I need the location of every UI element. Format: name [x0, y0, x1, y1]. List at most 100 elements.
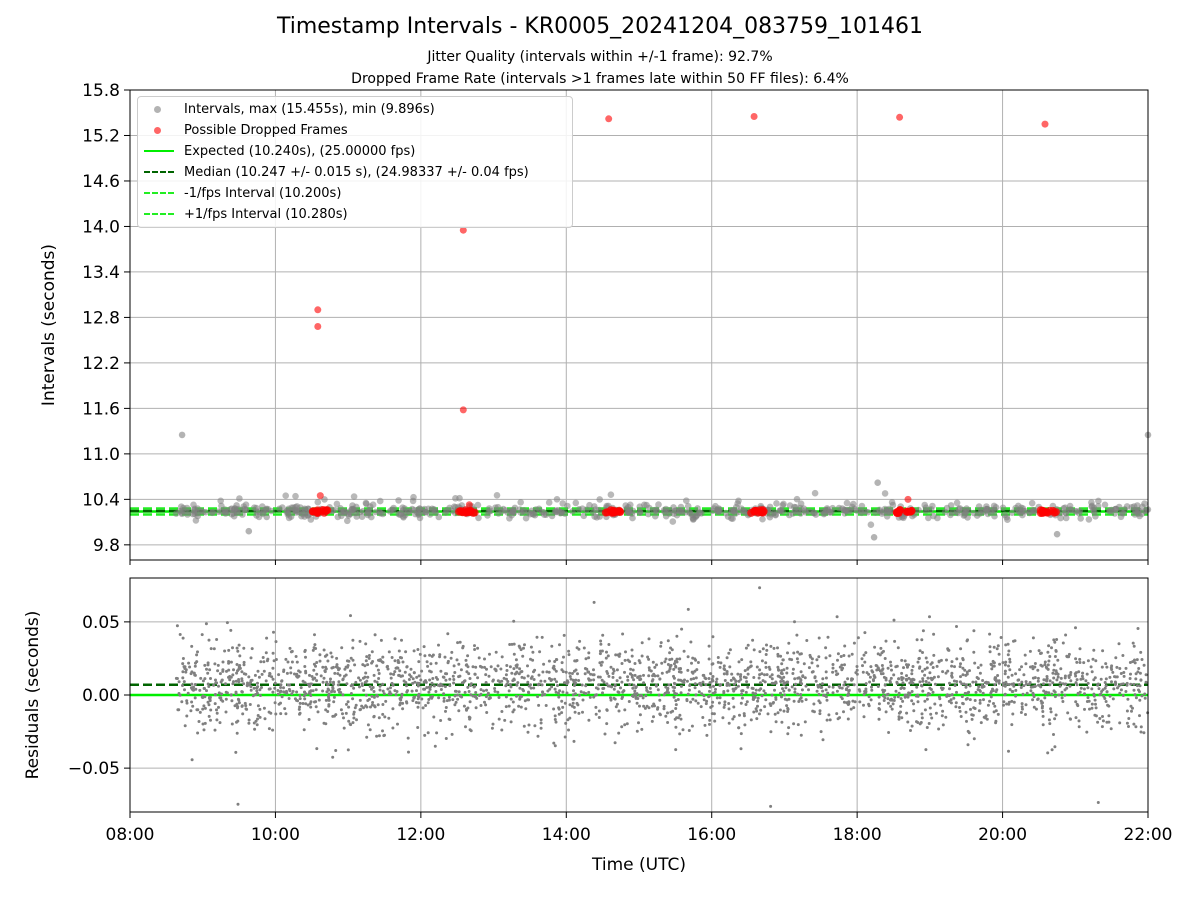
interval-point: [1062, 514, 1070, 522]
residual-point: [229, 628, 233, 632]
residual-point: [783, 693, 787, 697]
residual-point: [206, 700, 210, 704]
residual-point: [532, 686, 536, 690]
residual-point: [376, 668, 380, 672]
residual-point: [416, 648, 420, 651]
residual-point: [353, 706, 357, 710]
residual-point: [520, 670, 524, 673]
residual-point: [183, 724, 187, 728]
residual-point: [1023, 653, 1027, 657]
residual-point: [345, 702, 348, 706]
interval-point: [953, 508, 961, 516]
residual-point: [959, 715, 963, 718]
residual-point: [940, 688, 944, 691]
residual-point: [553, 744, 557, 748]
residual-point: [654, 684, 658, 688]
residual-point: [897, 717, 901, 721]
residual-point: [397, 649, 401, 653]
residual-point: [544, 704, 548, 707]
residual-point: [944, 715, 948, 719]
residual-point: [1010, 723, 1014, 727]
residual-point: [510, 642, 514, 646]
interval-point: [239, 511, 246, 518]
residual-point: [1043, 696, 1047, 700]
residual-point: [587, 718, 591, 722]
residual-point: [493, 689, 497, 693]
residual-point: [815, 689, 819, 693]
interval-point: [580, 512, 588, 520]
residual-point: [428, 653, 432, 657]
residual-point: [774, 681, 778, 685]
residual-point: [1118, 721, 1122, 725]
interval-point: [292, 503, 299, 511]
residual-point: [623, 670, 626, 674]
residual-point: [235, 720, 238, 724]
interval-point: [504, 509, 512, 516]
residual-point: [1046, 650, 1050, 654]
residual-point: [686, 607, 690, 611]
residual-point: [1144, 680, 1148, 684]
residual-point: [739, 701, 743, 705]
interval-point: [872, 509, 879, 516]
residual-point: [690, 661, 693, 665]
y-tick-label: −0.05: [68, 759, 120, 779]
residual-point: [274, 712, 278, 716]
residual-point: [308, 682, 312, 686]
residual-point: [1132, 644, 1136, 648]
residual-point: [529, 645, 533, 649]
legend-line-plus-fps: [144, 213, 174, 215]
residual-point: [577, 679, 581, 682]
residual-point: [351, 658, 355, 662]
residual-point: [612, 687, 616, 691]
residual-point: [615, 702, 619, 706]
residual-point: [623, 723, 627, 727]
residual-point: [1068, 717, 1072, 721]
interval-point: [406, 508, 413, 515]
residual-point: [207, 638, 211, 642]
residual-point: [799, 693, 803, 696]
residual-point: [370, 694, 374, 698]
residual-point: [1053, 717, 1057, 721]
interval-point: [435, 513, 443, 521]
residual-point: [793, 690, 797, 694]
residual-point: [577, 693, 581, 697]
residual-point: [584, 692, 588, 695]
residual-point: [1059, 676, 1063, 680]
residual-point: [896, 646, 900, 650]
residual-point: [658, 677, 662, 681]
residual-point: [349, 614, 352, 618]
residual-point: [545, 670, 549, 674]
residual-point: [237, 698, 241, 702]
residual-point: [978, 698, 982, 702]
residual-point: [694, 676, 698, 680]
interval-point: [1112, 505, 1119, 513]
residual-point: [1020, 665, 1023, 669]
residual-point: [890, 698, 894, 702]
residual-point: [763, 673, 766, 677]
residual-point: [242, 646, 246, 650]
residual-point: [764, 698, 768, 702]
residual-point: [395, 666, 399, 670]
residual-point: [518, 646, 522, 650]
residual-point: [463, 690, 467, 694]
residual-point: [568, 671, 572, 675]
residual-point: [1074, 716, 1078, 720]
residual-point: [407, 678, 411, 681]
residual-point: [391, 707, 395, 711]
interval-point: [307, 516, 315, 523]
residual-point: [961, 657, 965, 660]
residual-point: [924, 680, 928, 683]
residual-point: [234, 679, 238, 683]
residual-point: [1003, 672, 1007, 676]
residual-point: [184, 670, 188, 674]
legend-label: -1/fps Interval (10.200s): [184, 185, 342, 201]
residual-point: [206, 661, 210, 665]
y-tick-label: 14.0: [82, 217, 120, 237]
residual-point: [1014, 694, 1018, 698]
residual-point: [761, 647, 765, 651]
residual-point: [711, 679, 715, 683]
residual-point: [691, 671, 695, 675]
residual-point: [897, 691, 901, 695]
residual-point: [373, 705, 377, 709]
residual-point: [765, 673, 769, 677]
